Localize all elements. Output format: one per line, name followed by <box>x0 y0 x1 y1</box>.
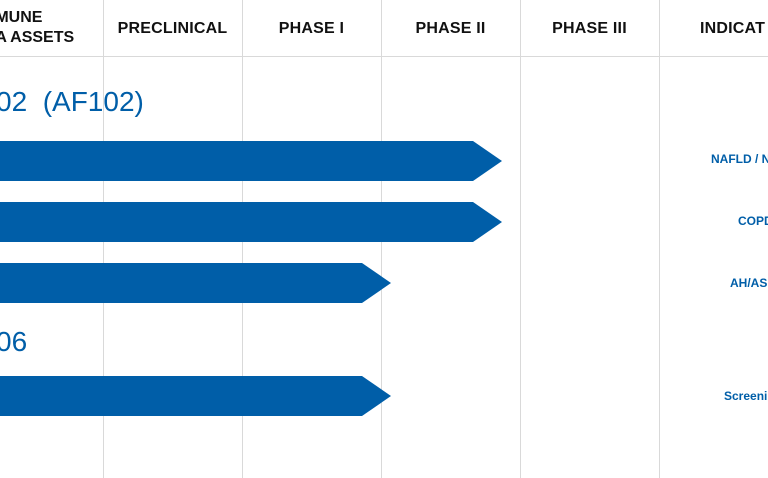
header-indication: INDICAT <box>700 19 766 37</box>
indication-copd: COPD <box>738 214 768 228</box>
pipeline-bar-1-0 <box>0 376 391 416</box>
indication-ah: AH/AS <box>730 276 768 290</box>
header-phase-2: PHASE II <box>415 19 486 37</box>
header-phase-1: PHASE I <box>278 19 345 37</box>
asset-label-af102: 02 (AF102) <box>0 86 144 117</box>
pipeline-bar-0-1 <box>0 202 502 242</box>
header-phase-3: PHASE III <box>552 19 627 37</box>
header-preclinical: PRECLINICAL <box>117 19 228 37</box>
header-assets-line: MMUNE MA ASSETS <box>0 9 75 46</box>
pipeline-bar-0-2 <box>0 263 391 303</box>
header-assets: MMUNE MA ASSETS <box>0 8 102 48</box>
asset-label-06: 06 <box>0 326 28 357</box>
header-divider <box>0 56 768 57</box>
indication-nafld: NAFLD / N <box>711 152 768 166</box>
grid-col-4 <box>520 0 521 478</box>
grid-col-5 <box>659 0 660 478</box>
indication-screening: Screeni <box>724 389 768 403</box>
pipeline-bar-0-0 <box>0 141 502 181</box>
